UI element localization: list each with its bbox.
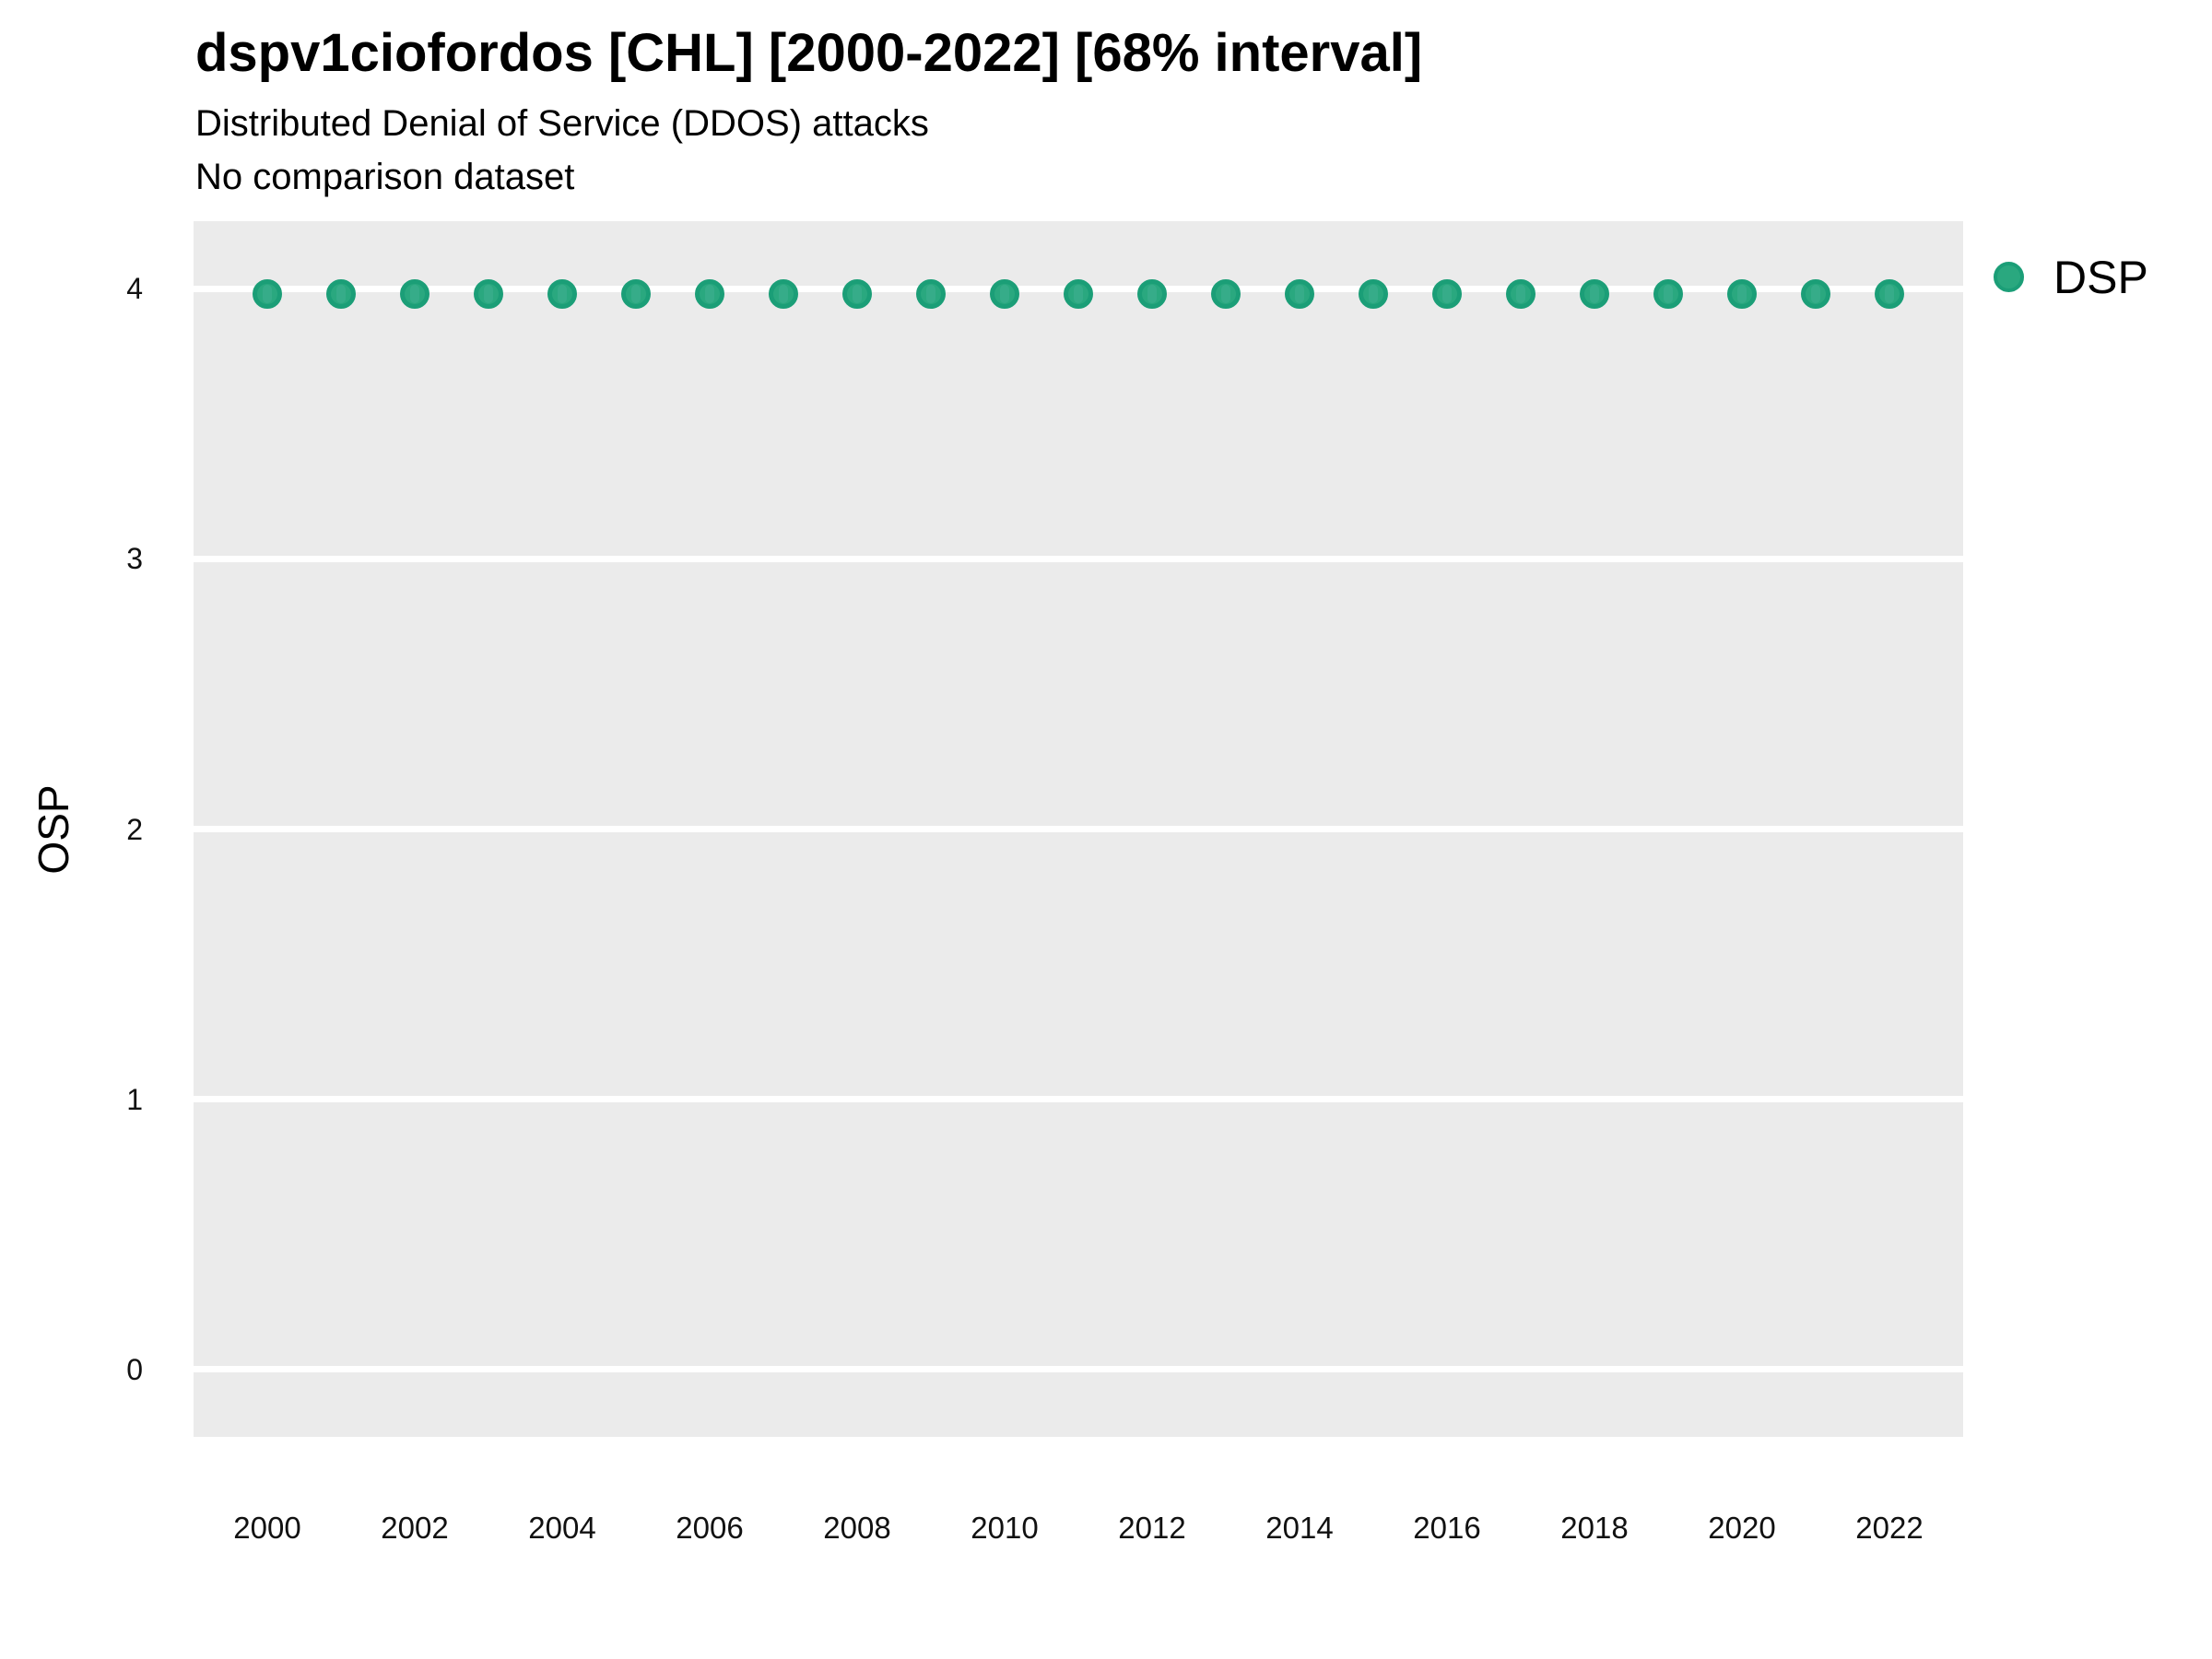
interval-bar-2018 [1590,285,1599,304]
interval-bar-2015 [1369,285,1378,304]
interval-bar-2000 [263,285,272,304]
gridline-y-2 [194,826,1963,832]
y-axis-title: OSP [29,784,77,875]
y-tick-label-2: 2 [126,812,143,846]
x-tick-label-2008: 2008 [823,1511,891,1545]
y-tick-label-0: 0 [126,1352,143,1386]
data-point-2017 [1506,279,1535,310]
gridline-y-0 [194,1366,1963,1373]
interval-bar-2012 [1147,285,1157,304]
data-point-2000 [253,279,282,310]
interval-bar-2016 [1442,285,1452,304]
data-point-2004 [547,279,577,310]
chart-subtitle: Distributed Denial of Service (DDOS) att… [195,103,929,144]
data-point-2006 [695,279,724,310]
x-tick-label-2000: 2000 [233,1511,301,1545]
interval-bar-2004 [558,285,567,304]
x-tick-label-2002: 2002 [381,1511,449,1545]
interval-bar-2003 [484,285,493,304]
chart-note: No comparison dataset [195,157,575,197]
interval-bar-2001 [336,285,346,304]
data-point-2014 [1285,279,1314,310]
interval-bar-2011 [1074,285,1083,304]
x-tick-label-2022: 2022 [1855,1511,1924,1545]
x-tick-label-2018: 2018 [1560,1511,1629,1545]
interval-bar-2020 [1737,285,1747,304]
interval-bar-2013 [1221,285,1230,304]
plot-panel [194,221,1963,1437]
interval-bar-2008 [853,285,862,304]
x-tick-label-2020: 2020 [1708,1511,1776,1545]
y-tick-label-3: 3 [126,542,143,576]
x-tick-label-2006: 2006 [676,1511,744,1545]
chart-title: dspv1ciofordos [CHL] [2000-2022] [68% in… [195,23,1423,83]
interval-bar-2021 [1811,285,1820,304]
interval-bar-2007 [779,285,788,304]
interval-bar-2005 [631,285,641,304]
legend-key-dot [1993,261,2024,292]
interval-bar-2010 [1000,285,1009,304]
legend-label: DSP [2053,252,2148,303]
gridline-y-1 [194,1096,1963,1103]
interval-bar-2022 [1885,285,1894,304]
data-point-2022 [1875,279,1904,310]
interval-bar-2002 [410,285,419,304]
x-tick-label-2016: 2016 [1413,1511,1481,1545]
y-tick-label-1: 1 [126,1082,143,1116]
x-tick-label-2012: 2012 [1118,1511,1186,1545]
gridline-y-3 [194,555,1963,562]
interval-bar-2006 [705,285,714,304]
interval-bar-2019 [1664,285,1673,304]
x-tick-label-2010: 2010 [971,1511,1039,1545]
data-point-2020 [1727,279,1757,310]
interval-bar-2017 [1516,285,1525,304]
interval-bar-2009 [926,285,935,304]
interval-bar-2014 [1295,285,1304,304]
y-tick-label-4: 4 [126,272,143,306]
x-tick-label-2004: 2004 [528,1511,596,1545]
data-point-2002 [400,279,429,310]
x-tick-label-2014: 2014 [1265,1511,1334,1545]
